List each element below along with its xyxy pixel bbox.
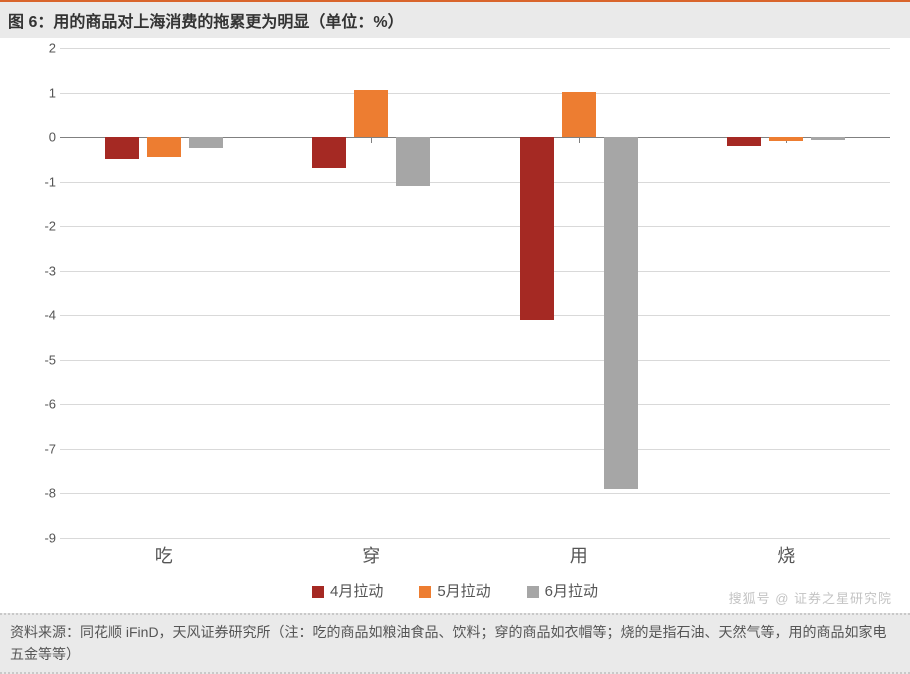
y-tick-label: -5 xyxy=(20,352,56,367)
legend-item: 6月拉动 xyxy=(527,580,598,601)
legend-label: 5月拉动 xyxy=(437,583,490,600)
bar xyxy=(354,90,388,137)
gridline xyxy=(60,48,890,49)
gridline xyxy=(60,404,890,405)
footer-source: 资料来源：同花顺 iFinD，天风证券研究所（注：吃的商品如粮油食品、饮料；穿的… xyxy=(0,613,910,674)
bar xyxy=(396,137,430,186)
legend-swatch xyxy=(527,586,539,598)
y-tick-label: 1 xyxy=(20,85,56,100)
x-axis-label: 烧 xyxy=(777,542,795,568)
legend-label: 4月拉动 xyxy=(330,583,383,600)
y-tick-label: -2 xyxy=(20,219,56,234)
gridline xyxy=(60,360,890,361)
legend-swatch xyxy=(312,586,324,598)
chart-area: -9-8-7-6-5-4-3-2-1012 xyxy=(60,48,890,538)
bar xyxy=(105,137,139,159)
bar xyxy=(520,137,554,320)
y-tick-label: -1 xyxy=(20,174,56,189)
y-tick-label: -6 xyxy=(20,397,56,412)
x-axis-label: 用 xyxy=(570,542,588,568)
y-tick-label: 2 xyxy=(20,41,56,56)
legend-item: 4月拉动 xyxy=(312,580,383,601)
gridline xyxy=(60,226,890,227)
gridline xyxy=(60,271,890,272)
x-axis-label: 吃 xyxy=(155,542,173,568)
gridline xyxy=(60,93,890,94)
x-tick xyxy=(371,137,372,143)
x-tick xyxy=(579,137,580,143)
gridline xyxy=(60,449,890,450)
bar xyxy=(189,137,223,148)
y-axis: -9-8-7-6-5-4-3-2-1012 xyxy=(20,48,56,538)
watermark: 搜狐号 @ 证券之星研究院 xyxy=(729,588,892,607)
y-tick-label: -7 xyxy=(20,441,56,456)
bar xyxy=(811,137,845,140)
chart-title: 图 6：用的商品对上海消费的拖累更为明显（单位：%） xyxy=(0,0,910,38)
bar xyxy=(769,137,803,141)
y-tick-label: 0 xyxy=(20,130,56,145)
gridline xyxy=(60,182,890,183)
x-axis-labels: 吃穿用烧 xyxy=(60,542,890,570)
y-tick-label: -4 xyxy=(20,308,56,323)
y-tick-label: -8 xyxy=(20,486,56,501)
gridline xyxy=(60,493,890,494)
legend-label: 6月拉动 xyxy=(545,583,598,600)
legend-swatch xyxy=(419,586,431,598)
bar xyxy=(727,137,761,146)
bar xyxy=(312,137,346,168)
gridline xyxy=(60,315,890,316)
bar xyxy=(562,92,596,137)
y-tick-label: -9 xyxy=(20,531,56,546)
bar xyxy=(604,137,638,489)
bar xyxy=(147,137,181,157)
gridline xyxy=(60,538,890,539)
plot-area xyxy=(60,48,890,538)
x-axis-label: 穿 xyxy=(362,542,380,568)
legend-item: 5月拉动 xyxy=(419,580,490,601)
watermark-text: 搜狐号 @ 证券之星研究院 xyxy=(729,591,892,606)
zero-line xyxy=(60,137,890,138)
y-tick-label: -3 xyxy=(20,263,56,278)
